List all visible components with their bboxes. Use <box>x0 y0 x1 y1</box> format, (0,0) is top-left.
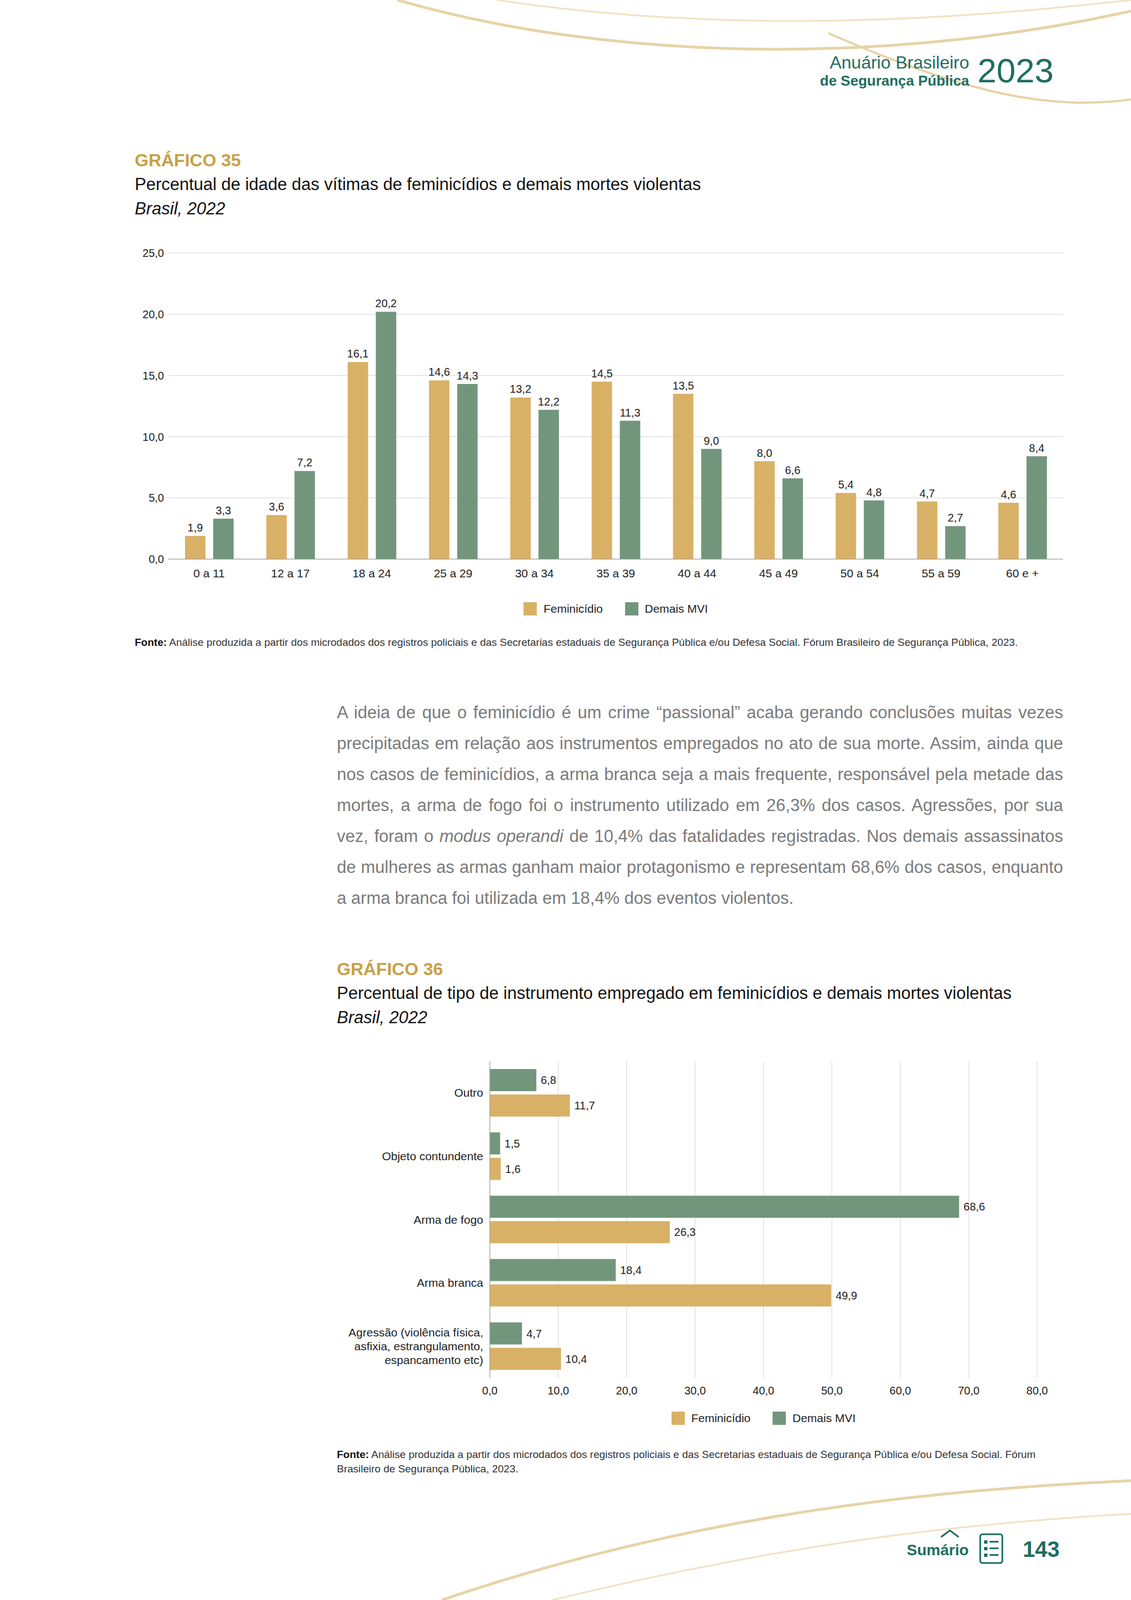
html-text:Demais MVI: Demais MVI <box>644 601 708 615</box>
svg-text:50,0: 50,0 <box>821 1383 843 1397</box>
svg-text:14,5: 14,5 <box>590 367 613 380</box>
svg-text:2,7: 2,7 <box>947 511 964 524</box>
svg-text:20,0: 20,0 <box>615 1383 638 1397</box>
svg-text:0 a 11: 0 a 11 <box>193 566 225 580</box>
svg-text:1,9: 1,9 <box>187 521 204 534</box>
svg-text:60 e +: 60 e + <box>1006 566 1039 580</box>
svg-text:8,4: 8,4 <box>1028 441 1045 454</box>
svg-text:10,4: 10,4 <box>565 1352 588 1365</box>
html-text:Brasil, 2022: Brasil, 2022 <box>336 1007 428 1027</box>
svg-text:3,3: 3,3 <box>215 504 232 517</box>
svg-text:11,7: 11,7 <box>574 1098 595 1112</box>
svg-text:12,2: 12,2 <box>537 395 560 408</box>
html-text:Percentual de idade das vítima: Percentual de idade das vítimas de femin… <box>134 174 701 194</box>
svg-text:4,6: 4,6 <box>1000 488 1017 501</box>
svg-text:0,0: 0,0 <box>148 552 165 565</box>
svg-text:45 a 49: 45 a 49 <box>759 566 798 580</box>
svg-text:40,0: 40,0 <box>752 1383 775 1397</box>
html-text:2023: 2023 <box>977 51 1054 90</box>
svg-text:50 a 54: 50 a 54 <box>840 566 880 580</box>
svg-text:6,6: 6,6 <box>785 463 801 477</box>
html-text:de Segurança Pública: de Segurança Pública <box>819 72 970 89</box>
svg-text:13,5: 13,5 <box>672 379 695 392</box>
svg-text:6,8: 6,8 <box>540 1073 557 1086</box>
svg-text:16,1: 16,1 <box>347 347 369 360</box>
svg-text:7,2: 7,2 <box>297 456 313 469</box>
html-text:143: 143 <box>1022 1536 1060 1561</box>
svg-text:25,0: 25,0 <box>142 246 165 260</box>
svg-text:4,7: 4,7 <box>919 487 935 500</box>
svg-text:20,2: 20,2 <box>375 297 398 310</box>
svg-text:55 a 59: 55 a 59 <box>921 566 961 580</box>
svg-text:40 a 44: 40 a 44 <box>677 566 717 580</box>
svg-text:30,0: 30,0 <box>684 1383 706 1397</box>
svg-text:18 a 24: 18 a 24 <box>352 566 391 580</box>
svg-text:Arma de fogo: Arma de fogo <box>413 1212 484 1226</box>
svg-text:1,6: 1,6 <box>505 1162 521 1175</box>
html-text:GRÁFICO 35: GRÁFICO 35 <box>134 150 241 171</box>
svg-text:5,4: 5,4 <box>838 478 854 491</box>
svg-text:26,3: 26,3 <box>674 1225 696 1238</box>
svg-text:4,8: 4,8 <box>866 485 882 499</box>
svg-text:20,0: 20,0 <box>142 308 165 321</box>
svg-text:15,0: 15,0 <box>142 369 165 382</box>
html-text:GRÁFICO 36: GRÁFICO 36 <box>336 958 443 979</box>
svg-text:60,0: 60,0 <box>889 1383 912 1397</box>
svg-text:68,6: 68,6 <box>963 1200 986 1213</box>
svg-text:49,9: 49,9 <box>835 1288 858 1302</box>
svg-text:3,6: 3,6 <box>268 500 285 513</box>
svg-text:11,3: 11,3 <box>619 406 641 419</box>
html-text:Percentual de tipo de instrume: Percentual de tipo de instrumento empreg… <box>336 982 1012 1003</box>
svg-text:Outro: Outro <box>453 1085 484 1099</box>
html-text:Feminicídio: Feminicídio <box>543 601 603 615</box>
svg-text:80,0: 80,0 <box>1026 1383 1049 1397</box>
svg-text:1,5: 1,5 <box>504 1137 521 1150</box>
svg-text:25 a 29: 25 a 29 <box>433 566 473 580</box>
svg-text:4,7: 4,7 <box>526 1327 542 1340</box>
svg-text:Objeto contundente: Objeto contundente <box>382 1149 484 1162</box>
html-text:Brasil, 2022: Brasil, 2022 <box>134 198 226 219</box>
html-text:Feminicídio: Feminicídio <box>691 1410 751 1424</box>
svg-text:18,4: 18,4 <box>620 1263 642 1276</box>
html-text:Demais MVI: Demais MVI <box>792 1410 856 1424</box>
svg-text:13,2: 13,2 <box>509 382 532 395</box>
svg-text:0,0: 0,0 <box>482 1383 498 1397</box>
svg-text:35 a 39: 35 a 39 <box>596 566 636 580</box>
svg-text:10,0: 10,0 <box>142 430 165 443</box>
svg-text:9,0: 9,0 <box>703 434 720 447</box>
svg-text:Agressão (violência física,asf: Agressão (violência física,asfixia, estr… <box>348 1325 484 1366</box>
svg-text:30 a 34: 30 a 34 <box>515 566 554 580</box>
svg-text:14,3: 14,3 <box>456 369 479 382</box>
svg-text:Arma branca: Arma branca <box>416 1275 484 1289</box>
svg-text:5,0: 5,0 <box>148 491 165 504</box>
html-text:Sumário: Sumário <box>906 1540 969 1558</box>
html-text:Fonte: Análise produzida a par: Fonte: Análise produzida a partir dos mi… <box>134 636 1018 648</box>
svg-text:12 a 17: 12 a 17 <box>271 566 310 580</box>
svg-text:14,6: 14,6 <box>428 365 451 378</box>
svg-text:10,0: 10,0 <box>547 1383 569 1397</box>
html-text:Anuário Brasileiro: Anuário Brasileiro <box>829 52 970 73</box>
html-text:Fonte: Análise produzida a par: Fonte: Análise produzida a partir dos mi… <box>336 1447 1036 1474</box>
svg-text:70,0: 70,0 <box>958 1383 980 1397</box>
html-text:A ideia de que o feminicídio é: A ideia de que o feminicídio é um crime … <box>336 702 1064 908</box>
svg-text:8,0: 8,0 <box>757 446 773 459</box>
